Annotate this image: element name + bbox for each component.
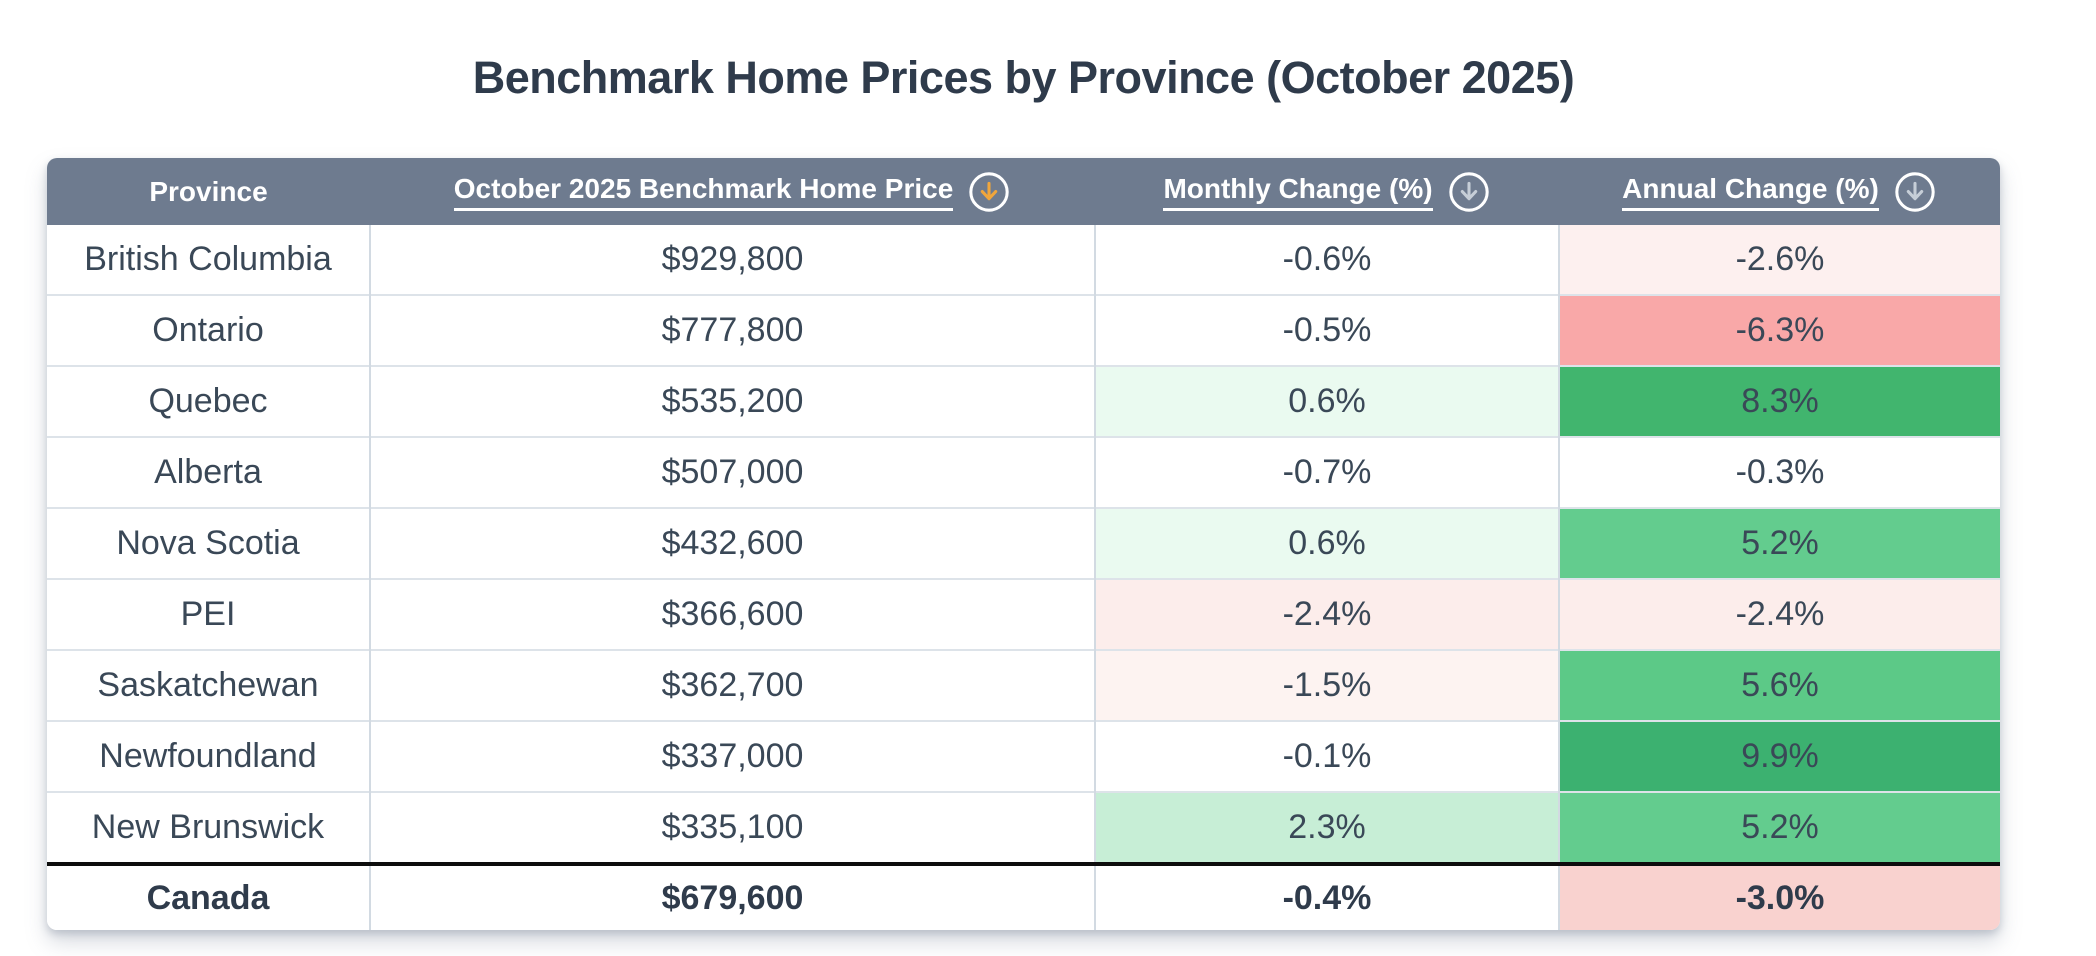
- monthly-change-cell: -0.7%: [1094, 436, 1559, 508]
- col-header-province-label: Province: [149, 175, 268, 207]
- monthly-change-cell: -0.6%: [1094, 225, 1559, 295]
- table-row: Alberta $507,000 -0.7% -0.3%: [47, 436, 2000, 508]
- table-row: British Columbia $929,800 -0.6% -2.6%: [47, 225, 2000, 295]
- col-header-monthly-change[interactable]: Monthly Change (%): [1095, 158, 1559, 225]
- province-cell: New Brunswick: [47, 791, 370, 864]
- col-header-price[interactable]: October 2025 Benchmark Home Price: [370, 158, 1095, 225]
- annual-change-cell: -0.3%: [1558, 436, 2000, 508]
- province-cell: British Columbia: [47, 225, 370, 295]
- footer-monthly-change-cell: -0.4%: [1094, 862, 1559, 930]
- price-cell: $507,000: [369, 436, 1095, 508]
- sort-descending-icon[interactable]: [1447, 170, 1491, 214]
- monthly-change-cell: 2.3%: [1094, 791, 1559, 864]
- province-cell: Quebec: [47, 365, 370, 437]
- monthly-change-cell: 0.6%: [1094, 507, 1559, 579]
- province-cell: Saskatchewan: [47, 649, 370, 721]
- footer-annual-change-cell: -3.0%: [1558, 862, 2000, 930]
- sort-descending-icon[interactable]: [967, 170, 1011, 214]
- col-header-annual-change-label[interactable]: Annual Change (%): [1622, 173, 1879, 211]
- header-row: Province October 2025 Benchmark Home Pri…: [47, 158, 2000, 225]
- annual-change-cell: -2.4%: [1558, 578, 2000, 650]
- table-row: Ontario $777,800 -0.5% -6.3%: [47, 294, 2000, 366]
- annual-change-cell: 9.9%: [1558, 720, 2000, 792]
- home-prices-table: Province October 2025 Benchmark Home Pri…: [47, 158, 2000, 930]
- table-row: Saskatchewan $362,700 -1.5% 5.6%: [47, 649, 2000, 721]
- price-cell: $337,000: [369, 720, 1095, 792]
- table-row: Nova Scotia $432,600 0.6% 5.2%: [47, 507, 2000, 579]
- price-cell: $535,200: [369, 365, 1095, 437]
- col-header-monthly-change-label[interactable]: Monthly Change (%): [1163, 173, 1433, 211]
- province-cell: Nova Scotia: [47, 507, 370, 579]
- col-header-price-label[interactable]: October 2025 Benchmark Home Price: [453, 173, 954, 211]
- table-body: British Columbia $929,800 -0.6% -2.6% Ontari…: [47, 225, 2000, 864]
- monthly-change-cell: 0.6%: [1094, 365, 1559, 437]
- page-title: Benchmark Home Prices by Province (Octob…: [472, 52, 1575, 103]
- annual-change-cell: 5.2%: [1558, 791, 2000, 864]
- monthly-change-cell: -0.5%: [1094, 294, 1559, 366]
- annual-change-cell: 8.3%: [1558, 365, 2000, 437]
- col-header-province: Province: [47, 158, 370, 225]
- province-cell: PEI: [47, 578, 370, 650]
- price-cell: $335,100: [369, 791, 1095, 864]
- col-header-annual-change[interactable]: Annual Change (%): [1559, 158, 2000, 225]
- annual-change-cell: 5.2%: [1558, 507, 2000, 579]
- footer-province-cell: Canada: [47, 862, 370, 930]
- annual-change-cell: 5.6%: [1558, 649, 2000, 721]
- monthly-change-cell: -2.4%: [1094, 578, 1559, 650]
- table-row: Quebec $535,200 0.6% 8.3%: [47, 365, 2000, 437]
- canada-summary-row: Canada $679,600 -0.4% -3.0%: [47, 862, 2000, 930]
- province-cell: Ontario: [47, 294, 370, 366]
- price-cell: $366,600: [369, 578, 1095, 650]
- price-cell: $929,800: [369, 225, 1095, 295]
- footer-price-cell: $679,600: [369, 862, 1095, 930]
- sort-descending-icon[interactable]: [1893, 170, 1937, 214]
- monthly-change-cell: -0.1%: [1094, 720, 1559, 792]
- table-row: PEI $366,600 -2.4% -2.4%: [47, 578, 2000, 650]
- home-prices-table-card: Province October 2025 Benchmark Home Pri…: [47, 158, 2000, 930]
- price-cell: $777,800: [369, 294, 1095, 366]
- province-cell: Newfoundland: [47, 720, 370, 792]
- table-row: Newfoundland $337,000 -0.1% 9.9%: [47, 720, 2000, 792]
- price-cell: $362,700: [369, 649, 1095, 721]
- annual-change-cell: -6.3%: [1558, 294, 2000, 366]
- annual-change-cell: -2.6%: [1558, 225, 2000, 295]
- price-cell: $432,600: [369, 507, 1095, 579]
- province-cell: Alberta: [47, 436, 370, 508]
- monthly-change-cell: -1.5%: [1094, 649, 1559, 721]
- table-row: New Brunswick $335,100 2.3% 5.2%: [47, 791, 2000, 864]
